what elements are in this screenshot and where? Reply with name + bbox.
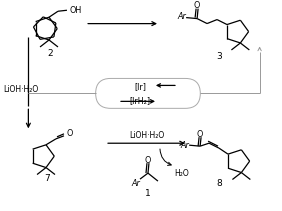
Text: O: O [194, 1, 200, 10]
Text: 3: 3 [216, 52, 222, 61]
Text: 8: 8 [217, 179, 222, 188]
Text: H₂O: H₂O [175, 169, 189, 178]
Text: Ar: Ar [178, 12, 186, 21]
Text: 7: 7 [45, 174, 50, 183]
Text: Ar: Ar [132, 179, 140, 188]
Text: [IrH₂]: [IrH₂] [129, 96, 151, 105]
Text: OH: OH [70, 6, 82, 15]
Text: 1: 1 [145, 189, 151, 197]
Text: [Ir]: [Ir] [134, 82, 146, 91]
Text: O: O [145, 156, 151, 165]
Text: Ar: Ar [181, 141, 190, 150]
Text: LiOH·H₂O: LiOH·H₂O [129, 131, 165, 140]
Text: O: O [197, 130, 203, 139]
Text: 2: 2 [47, 49, 53, 58]
Text: LiOH·H₂O: LiOH·H₂O [3, 85, 39, 94]
Text: O: O [67, 129, 73, 138]
